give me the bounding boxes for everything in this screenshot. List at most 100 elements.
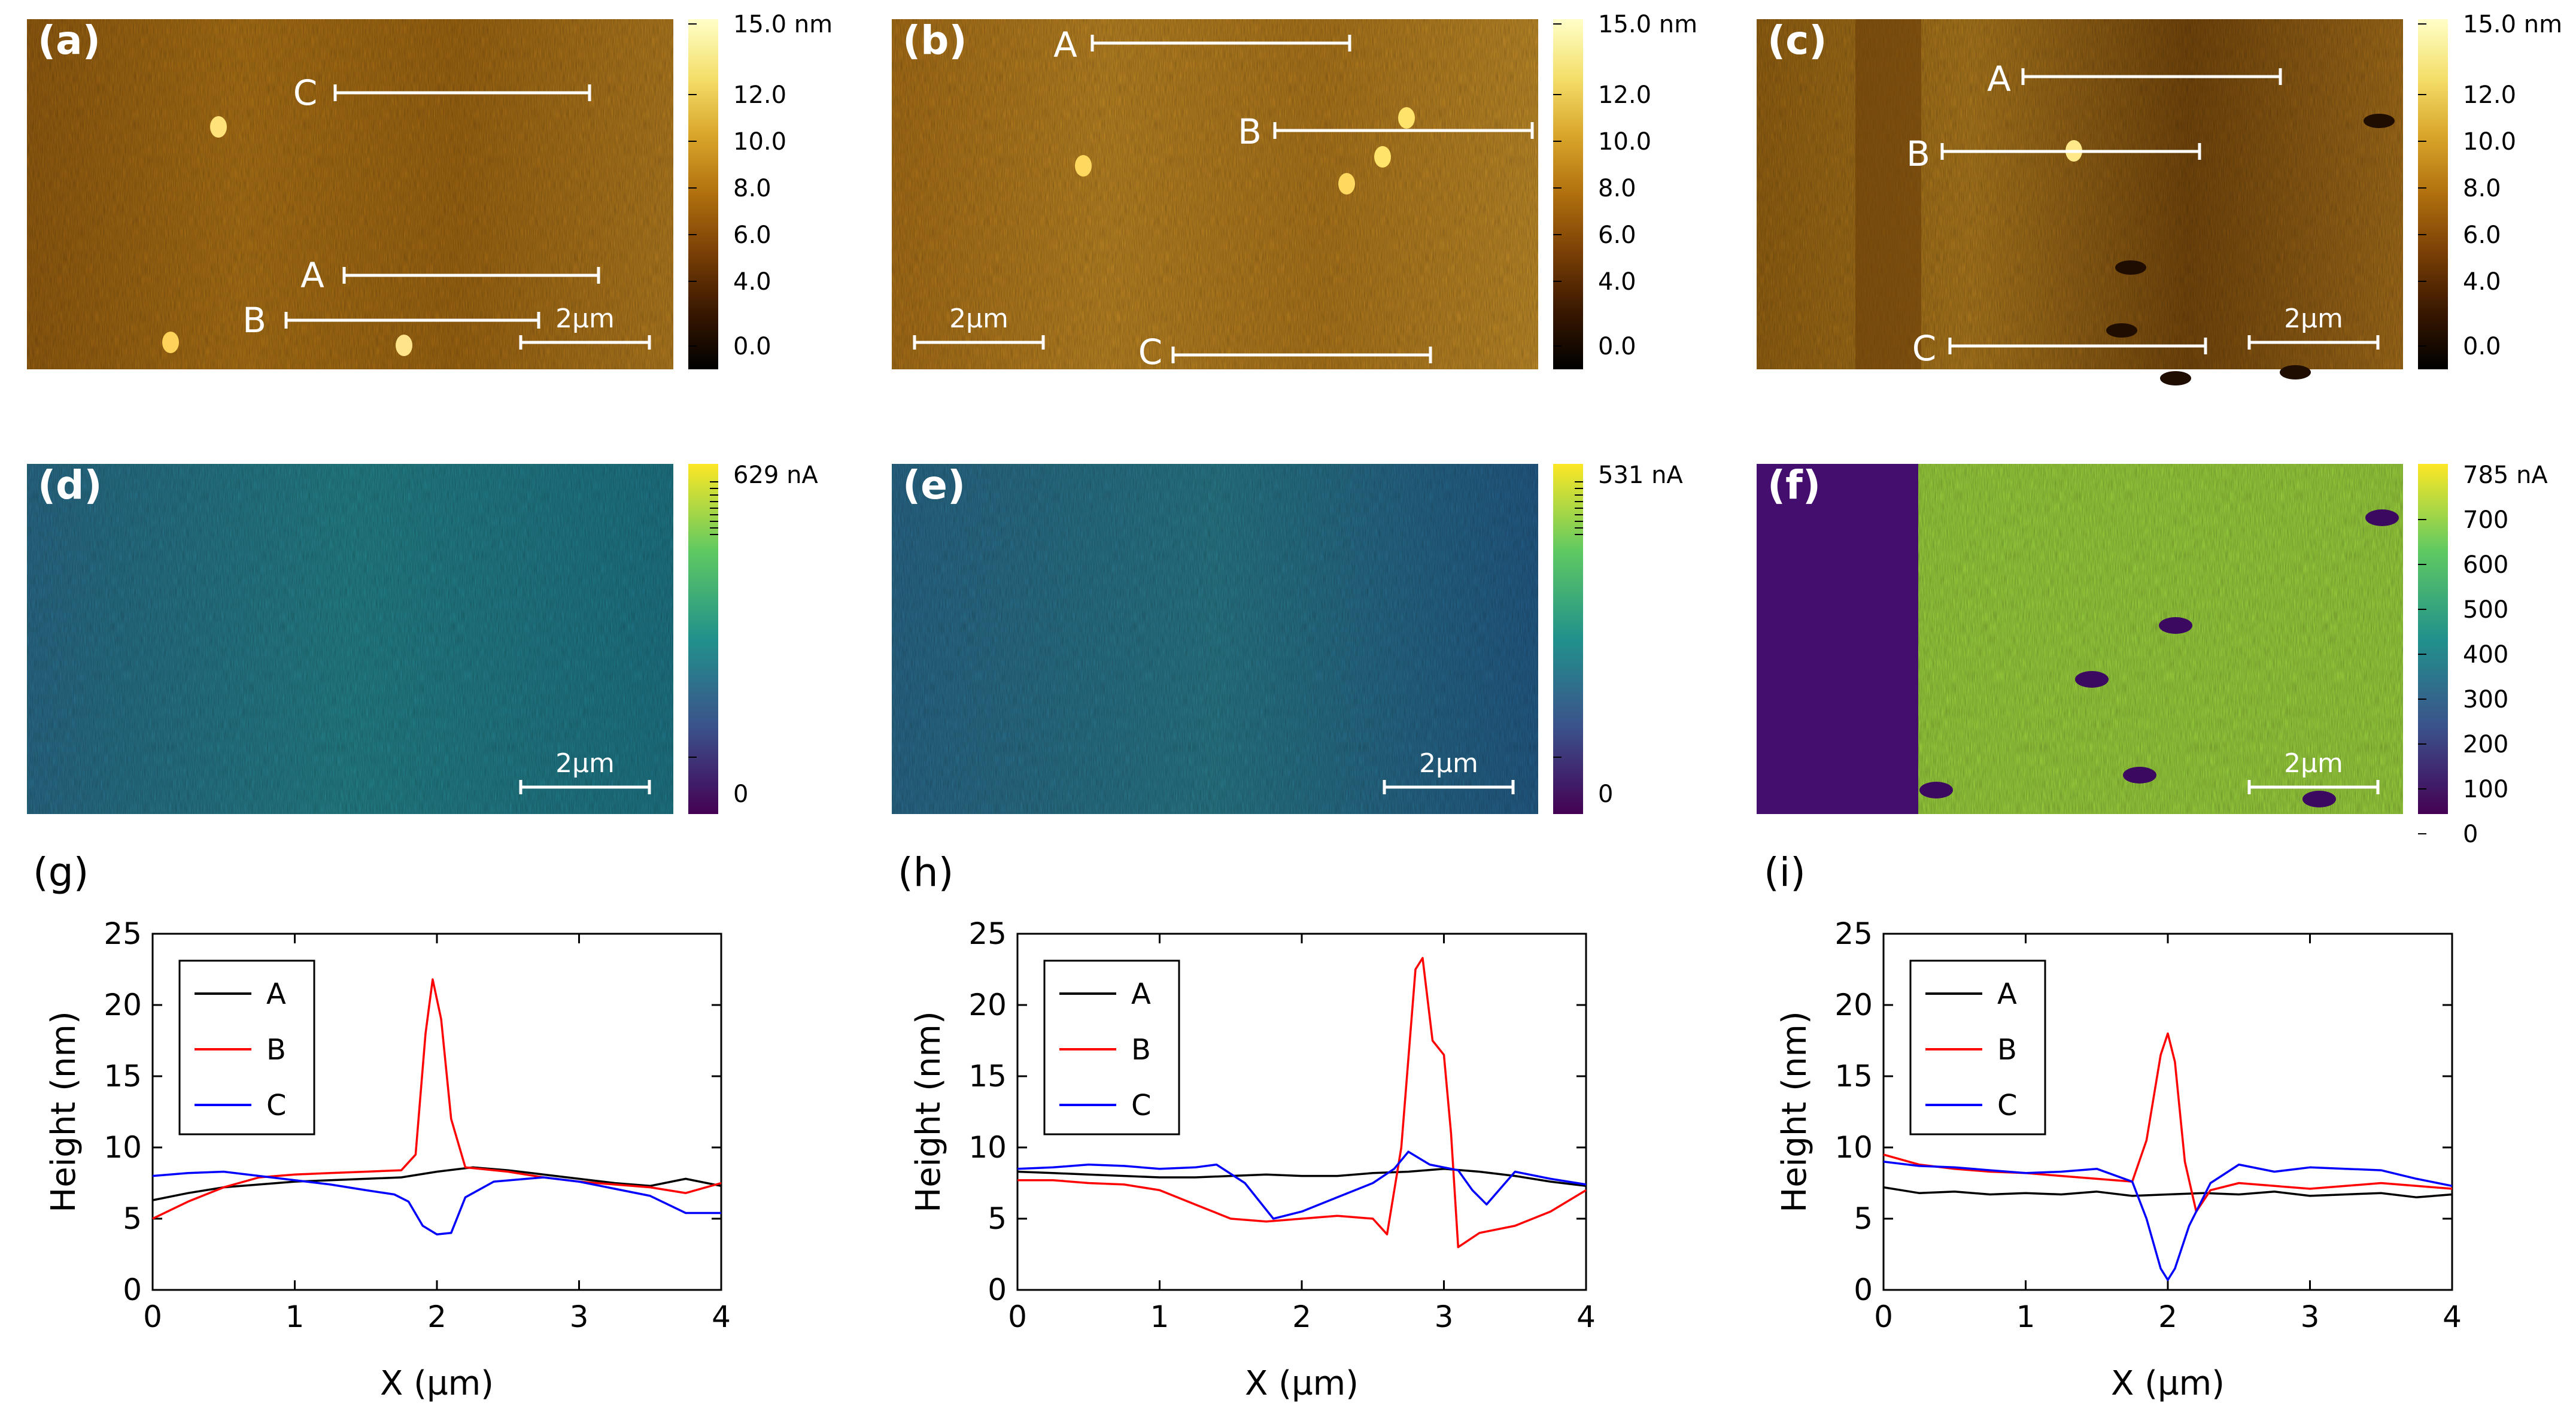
topo-texture [892,19,1538,369]
x-tick-label: 3 [570,1299,589,1334]
dark-pit [1919,782,1953,798]
colorbar-tick-label: 0.0 [733,333,771,360]
profile-line-label: C [1912,328,1937,369]
legend-label: B [1131,1033,1151,1067]
current-panel-e: (e) 2µm 531 nA 0 [892,461,1683,814]
profile-line-label: A [1987,59,2011,99]
terrace-step [1855,19,1921,369]
legend-label: A [266,977,286,1011]
profile-line-B: B [242,300,540,341]
insulating-region [1757,464,1918,814]
dark-pit [2364,114,2395,128]
colorbar-tick-label: 12.0 [733,81,786,109]
colorbar-tick-label: 10.0 [2463,128,2516,156]
colorbar-tick-label: 6.0 [2463,221,2501,249]
current-panel-f: (f) 2µm 785 nA 700 600 500 400 300 200 100 0 [1757,461,2548,848]
profile-line-label: A [300,255,324,296]
y-tick-label: 25 [104,916,142,951]
colorbar-tick-label: 0 [1598,781,1613,808]
dark-pit [2159,617,2192,634]
colorbar-tick-label: 8.0 [1598,175,1636,202]
current-colorbar: 785 nA 700 600 500 400 300 200 100 0 [2418,461,2548,848]
x-tick-label: 1 [285,1299,305,1334]
colorbar-tick-label: 400 [2463,641,2508,669]
legend-label: C [1997,1089,2018,1122]
current-row: (d) 2µm 629 nA 0 (e) 2µm 531 nA 0 (f) 2µm 785 nA 70… [27,461,2548,848]
panel-label: (h) [898,849,953,895]
dark-pit [2115,260,2146,275]
legend-box [178,959,315,1135]
current-colorbar: 629 nA 0 [688,461,818,814]
panel-label: (i) [1764,849,1806,895]
profile-line-A: A [1053,25,1351,65]
x-tick-label: 0 [1008,1299,1027,1334]
colorbar-tick-label: 0.0 [1598,333,1636,360]
panel-label: (b) [903,17,967,63]
colorbar-gradient [1553,464,1583,814]
y-tick-label: 25 [968,916,1007,951]
scale-bar-label: 2µm [555,303,615,334]
legend-box [1043,959,1180,1135]
panel-label: (f) [1767,462,1821,508]
series-line-C [152,1170,721,1235]
x-tick-label: 0 [1874,1299,1893,1334]
bright-particle [162,332,179,353]
scale-bar-label: 2µm [2284,303,2343,334]
colorbar-tick-label: 300 [2463,686,2508,713]
y-tick-label: 15 [1834,1059,1873,1094]
y-axis-label: Height (nm) [1775,1011,1814,1213]
colorbar-top-label: 531 nA [1598,461,1683,489]
colorbar-tick-label: 200 [2463,731,2508,758]
dark-pit [2106,323,2137,338]
panel-label: (e) [903,462,965,508]
scale-bar: 2µm [2247,748,2380,794]
y-tick-label: 15 [104,1059,142,1094]
topo-colorbar: 15.0 nm 12.0 10.0 8.0 6.0 4.0 0.0 [688,11,833,369]
colorbar-tick-label: 8.0 [2463,175,2501,202]
y-tick-label: 0 [988,1273,1007,1307]
legend-label: B [266,1033,286,1067]
bright-particle [1338,173,1355,195]
scale-bar: 2µm [1383,748,1515,794]
x-tick-label: 0 [143,1299,162,1334]
profile-line-B: B [1238,111,1534,152]
series-line-C [1883,1161,2453,1282]
colorbar-tick-label: 15.0 nm [733,11,833,38]
y-tick-label: 15 [968,1059,1007,1094]
colorbar-tick-label: 8.0 [733,175,771,202]
x-tick-label: 2 [2158,1299,2177,1334]
legend-label: A [1131,977,1151,1011]
y-tick-label: 5 [123,1201,142,1236]
colorbar-top-label: 629 nA [733,461,818,489]
profile-line-label: C [1138,332,1163,372]
profile-line-C: C [1912,328,2207,369]
topo-colorbar: 15.0 nm 12.0 10.0 8.0 6.0 4.0 0.0 [2418,11,2562,369]
colorbar-tick-label: 0.0 [2463,333,2501,360]
y-tick-label: 0 [123,1273,142,1307]
colorbar-gradient [688,464,718,814]
y-axis-label: Height (nm) [44,1011,83,1213]
scale-bar: 2µm [2247,303,2380,350]
profile-line-label: B [1238,111,1262,152]
legend-label: C [1131,1089,1152,1122]
colorbar-tick-label: 4.0 [2463,268,2501,296]
bright-particle [1398,107,1415,129]
series-line-C [1017,1150,1587,1220]
scale-bar-label: 2µm [555,748,615,779]
current-panel-d: (d) 2µm 629 nA 0 [27,461,818,814]
colorbar-tick-label: 500 [2463,596,2508,624]
profile-plot-g: (g) 0 1 2 3 4 0 5 10 15 20 25 X (µm) Height (nm) ABC [33,849,731,1403]
legend-box [1909,959,2046,1135]
dark-pit [2280,365,2311,379]
panel-label: (a) [38,17,101,63]
x-axis-label: X (µm) [380,1364,494,1403]
y-axis-label: Height (nm) [909,1011,948,1213]
legend: ABC [178,959,315,1135]
panel-label: (c) [1767,17,1827,63]
x-tick-label: 4 [2443,1299,2462,1334]
x-axis-label: X (µm) [1245,1364,1359,1403]
y-tick-label: 5 [988,1201,1007,1236]
